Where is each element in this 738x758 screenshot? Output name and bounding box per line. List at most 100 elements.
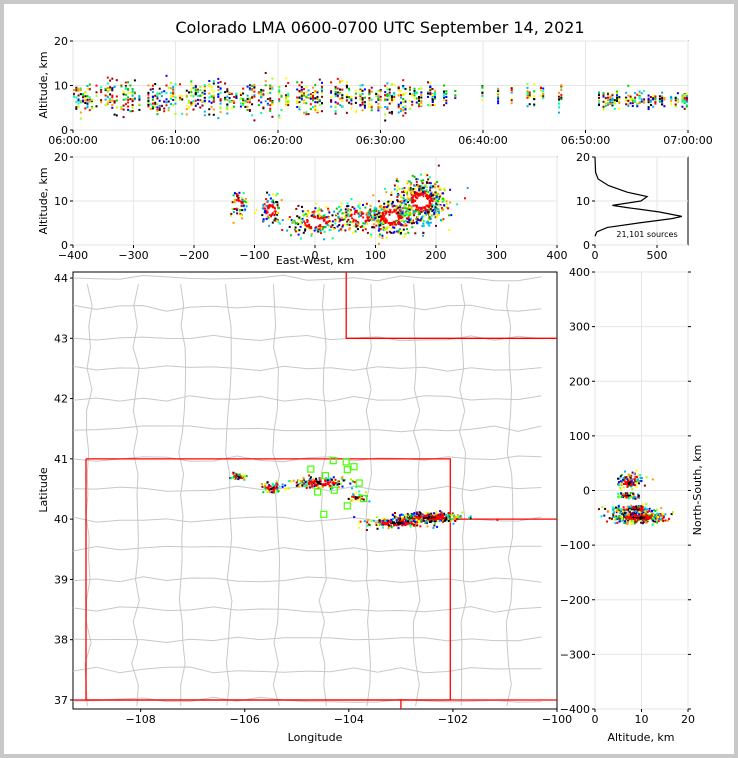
east-west-source	[431, 204, 434, 207]
time-height-source	[533, 98, 536, 100]
north-south-source	[620, 496, 623, 498]
map-source	[428, 516, 431, 519]
time-height-source	[298, 84, 301, 87]
east-west-source	[370, 235, 373, 238]
east-west-source	[441, 207, 443, 210]
time-height-source	[111, 106, 114, 109]
time-height-source	[528, 94, 531, 97]
north-south-source	[628, 481, 631, 484]
time-height-source	[528, 91, 531, 94]
time-height-xtick-label: 06:10:00	[151, 134, 200, 147]
east-west-source	[278, 222, 281, 225]
time-height-source	[609, 96, 612, 99]
time-height-source	[681, 95, 684, 98]
map-source	[448, 517, 451, 520]
east-west-source	[232, 211, 235, 214]
time-height-source	[296, 96, 299, 99]
time-height-source	[454, 94, 457, 97]
time-height-source	[300, 90, 303, 93]
county-boundary	[272, 284, 281, 707]
east-west-source	[381, 227, 384, 230]
time-height-source	[388, 111, 391, 114]
map-source	[351, 499, 354, 501]
time-height-source	[640, 100, 643, 103]
time-height-source	[262, 93, 265, 96]
east-west-source	[315, 226, 318, 229]
north-south-source	[645, 512, 647, 515]
north-south-source	[621, 480, 623, 483]
east-west-source	[421, 218, 424, 221]
time-height-source	[377, 94, 380, 97]
east-west-source	[303, 224, 306, 227]
east-west-source	[262, 218, 265, 221]
map-source	[305, 487, 308, 489]
time-height-source	[246, 109, 249, 111]
east-west-source	[412, 212, 414, 215]
time-height-source	[388, 94, 391, 97]
north-south-source	[618, 509, 621, 512]
north-south-source	[634, 497, 637, 500]
map-source	[397, 518, 400, 521]
east-west-source	[385, 227, 388, 230]
time-height-source	[167, 109, 170, 112]
time-height-source	[91, 107, 93, 110]
north-south-source	[661, 517, 664, 520]
east-west-source	[346, 205, 349, 208]
east-west-source	[271, 221, 274, 224]
time-height-source	[127, 81, 130, 84]
time-height-source	[278, 98, 281, 101]
time-height-source	[602, 100, 605, 103]
east-west-source	[396, 230, 399, 233]
east-west-source	[445, 200, 448, 203]
east-west-source	[358, 214, 361, 217]
time-height-xtick-label: 06:20:00	[253, 134, 302, 147]
east-west-source	[422, 206, 425, 209]
time-height-source	[602, 95, 605, 98]
east-west-source	[318, 213, 321, 216]
map-source	[451, 518, 454, 520]
north-south-source	[652, 521, 655, 524]
time-height-source	[598, 104, 600, 106]
time-height-source	[445, 90, 448, 93]
east-west-source	[301, 205, 303, 208]
north-south-source	[625, 512, 628, 514]
time-height-source	[201, 93, 204, 96]
map-source	[269, 488, 272, 490]
county-boundary	[178, 284, 187, 707]
time-height-source	[269, 109, 272, 112]
east-west-source	[310, 233, 313, 236]
east-west-source	[270, 208, 272, 210]
time-height-source	[314, 90, 317, 93]
east-west-source	[237, 203, 240, 206]
north-south-source	[628, 507, 631, 510]
time-height-source	[377, 109, 380, 112]
map-source	[405, 518, 408, 521]
time-height-source	[393, 98, 396, 101]
time-height-source	[307, 89, 310, 92]
time-height-source	[120, 105, 123, 108]
time-height-source	[434, 92, 436, 95]
time-height-source	[683, 99, 686, 102]
time-height-source	[122, 98, 125, 101]
map-source	[416, 516, 419, 518]
time-height-source	[607, 102, 609, 105]
east-west-source	[438, 200, 441, 203]
time-height-source	[212, 94, 215, 97]
map-source	[299, 483, 302, 486]
east-west-source	[271, 212, 274, 215]
time-height-source	[370, 109, 373, 112]
east-west-source	[303, 220, 305, 223]
east-west-source	[390, 219, 393, 222]
east-west-source	[411, 226, 414, 229]
time-height-source	[611, 104, 614, 107]
map-source	[318, 479, 321, 482]
east-west-source	[270, 215, 272, 218]
time-height-source	[674, 105, 677, 108]
map-source	[239, 475, 242, 478]
time-height-source	[124, 87, 127, 90]
east-west-source	[416, 185, 419, 188]
map-source	[358, 496, 361, 499]
east-west-source	[327, 216, 330, 219]
map-source	[416, 521, 418, 524]
time-height-source	[404, 92, 407, 95]
